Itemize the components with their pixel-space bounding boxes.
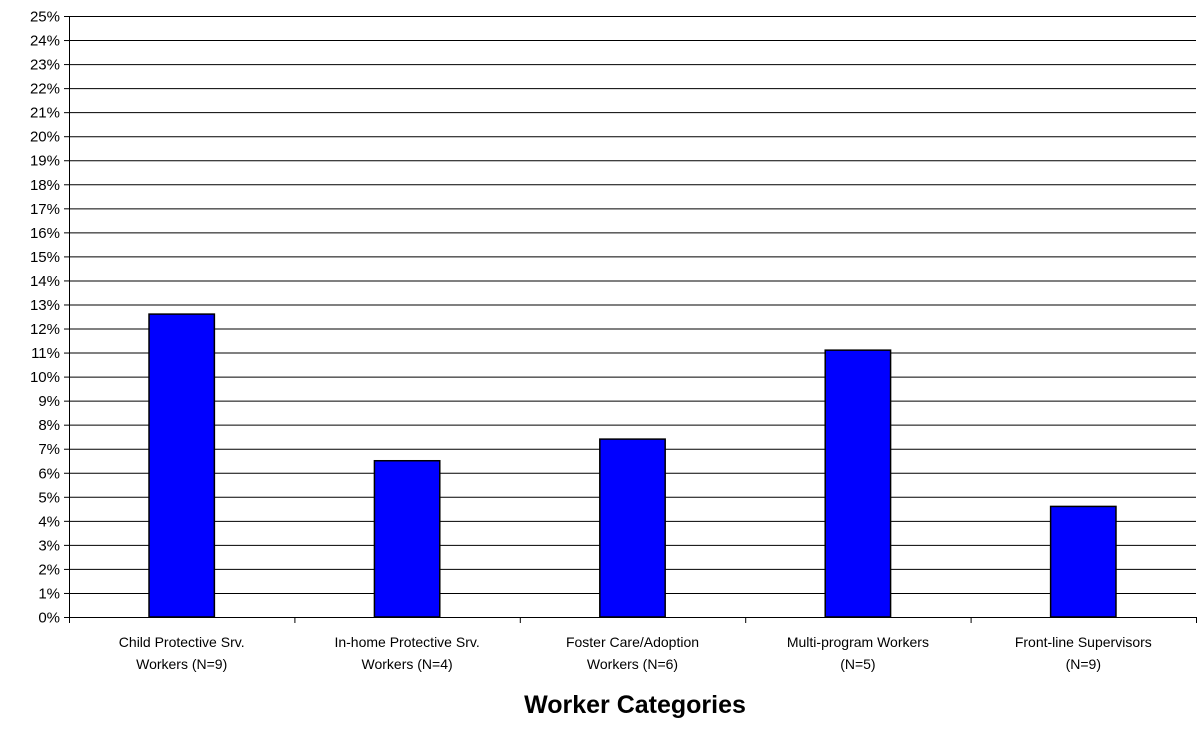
y-tick-label: 11% [31,345,60,362]
bar [824,349,892,618]
y-tick-label: 12% [30,321,60,338]
y-tick-label: 9% [38,393,60,410]
x-category-label: Multi-program Workers (N=5) [787,634,929,672]
y-tick-label: 14% [30,273,60,290]
y-tick-label: 15% [30,249,60,266]
y-tick-label: 4% [38,513,60,530]
y-tick-label: 2% [38,561,60,578]
y-tick-label: 22% [30,81,60,98]
x-category-label: Foster Care/Adoption Workers (N=6) [566,634,699,672]
gridlines [69,16,1196,594]
axes [69,16,1197,623]
y-axis-ticks: 0% 1% 2% 3% 4% 5% 6% 7% 8% 9% 10% 11% 12% 13% 14% 15% 16… [30,9,69,627]
y-tick-label: 25% [30,9,60,26]
x-category-label: Front-line Supervisors (N=9) [1015,634,1152,672]
y-tick-label: 17% [30,201,60,218]
bar [1049,505,1117,618]
y-tick-label: 13% [30,297,60,314]
y-tick-label: 5% [38,489,60,506]
bar [373,459,441,618]
x-axis-title: Worker Categories [524,691,746,719]
x-axis-category-labels: Child Protective Srv. Workers (N=9) In-hom… [119,634,1152,672]
x-category-label: In-home Protective Srv. Workers (N=4) [334,634,479,672]
y-tick-label: 18% [30,177,60,194]
y-tick-label: 6% [38,465,60,482]
bar [148,313,216,618]
y-tick-label: 23% [30,57,60,74]
y-tick-label: 16% [30,225,60,242]
bars [148,313,1117,618]
y-tick-label: 7% [38,441,60,458]
y-tick-label: 8% [38,417,60,434]
y-tick-label: 21% [30,105,60,122]
y-tick-label: 20% [30,129,60,146]
bar [599,438,666,618]
y-tick-label: 24% [30,33,60,50]
y-tick-label: 3% [38,537,60,554]
x-category-label: Child Protective Srv. Workers (N=9) [119,634,245,672]
y-tick-label: 19% [30,153,60,170]
y-tick-label: 0% [38,610,60,627]
y-tick-label: 10% [30,369,60,386]
y-tick-label: 1% [38,585,60,602]
